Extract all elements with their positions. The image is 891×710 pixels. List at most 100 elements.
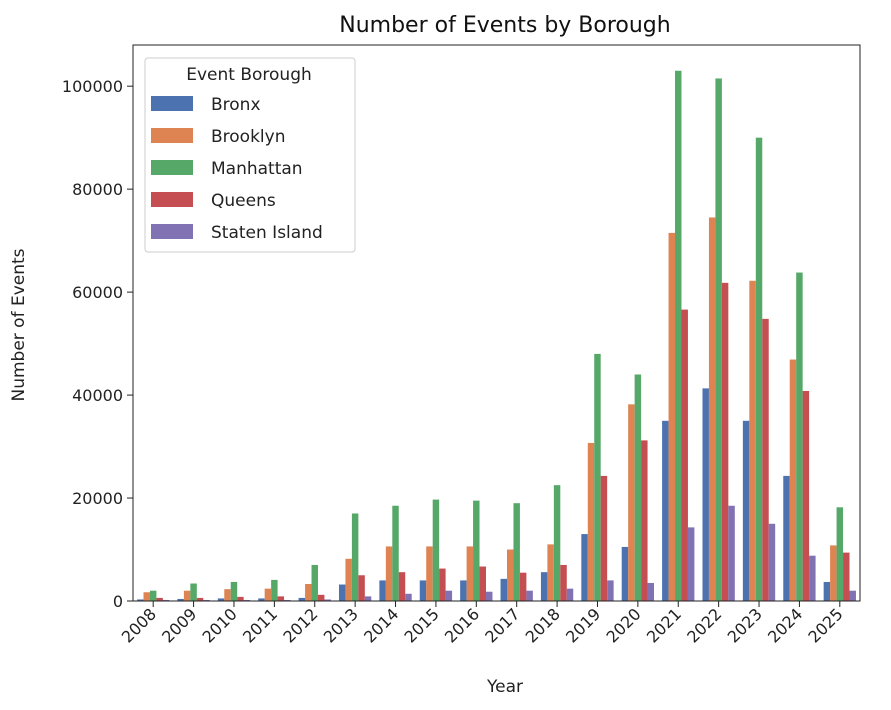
bar-manhattan-2022: [715, 78, 722, 601]
bar-brooklyn-2013: [345, 558, 352, 601]
bar-brooklyn-2021: [668, 232, 676, 601]
bar-manhattan-2010: [230, 581, 238, 601]
bar-bronx-2009: [177, 598, 184, 601]
bar-queens-2009: [196, 597, 204, 601]
x-tick-label: 2025: [804, 604, 846, 646]
x-tick-label: 2012: [279, 604, 321, 646]
legend-swatch-queens: [151, 192, 193, 207]
y-tick-label: 60000: [72, 283, 123, 302]
y-tick-label: 100000: [62, 77, 123, 96]
bar-bronx-2015: [419, 580, 427, 601]
bar-staten-island-2017: [526, 590, 533, 601]
bar-staten-island-2020: [647, 582, 655, 601]
bar-brooklyn-2017: [507, 549, 514, 601]
bars-group: [137, 70, 856, 602]
x-tick-label: 2013: [320, 604, 362, 646]
bar-staten-island-2016: [486, 591, 493, 601]
y-tick-label: 20000: [72, 489, 123, 508]
bar-bronx-2020: [621, 546, 629, 601]
bar-bronx-2012: [298, 597, 306, 601]
bar-staten-island-2025: [849, 590, 856, 601]
x-tick-label: 2015: [401, 604, 443, 646]
legend-label-bronx: Bronx: [211, 95, 261, 115]
bar-staten-island-2024: [809, 555, 816, 601]
bar-bronx-2014: [379, 580, 386, 601]
bar-manhattan-2016: [473, 500, 480, 601]
y-axis-ticks: 0 20000 40000 60000 80000 100000: [62, 77, 133, 611]
bar-staten-island-2018: [566, 588, 574, 601]
bar-staten-island-2022: [728, 505, 735, 601]
legend: Event Borough Bronx Brooklyn Manhattan Quee…: [144, 57, 356, 253]
x-tick-label: 2008: [118, 604, 160, 646]
x-tick-label: 2021: [643, 604, 685, 646]
bar-bronx-2013: [338, 584, 346, 601]
bar-bronx-2017: [500, 578, 507, 601]
bar-bronx-2025: [823, 581, 831, 601]
bar-manhattan-2009: [190, 583, 197, 601]
bar-manhattan-2013: [351, 513, 359, 601]
bar-queens-2010: [237, 596, 244, 601]
x-tick-label: 2016: [441, 604, 483, 646]
legend-label-staten-island: Staten Island: [211, 223, 323, 243]
bar-queens-2021: [681, 309, 688, 601]
y-tick-label: 40000: [72, 386, 123, 405]
bar-queens-2020: [641, 440, 648, 601]
bar-queens-2017: [519, 572, 527, 601]
bar-staten-island-2008: [162, 599, 170, 601]
x-tick-label: 2022: [683, 604, 725, 646]
x-tick-label: 2010: [199, 604, 241, 646]
bar-brooklyn-2012: [305, 584, 312, 601]
bar-brooklyn-2011: [264, 588, 272, 601]
x-axis-ticks: 2008200920102011201220132014201520162017…: [118, 601, 847, 647]
chart-title: Number of Events by Borough: [339, 13, 670, 38]
bar-manhattan-2014: [392, 505, 399, 601]
bar-staten-island-2010: [243, 599, 251, 601]
bar-brooklyn-2015: [426, 546, 433, 601]
legend-label-manhattan: Manhattan: [211, 159, 303, 179]
bar-queens-2011: [277, 596, 285, 601]
bar-staten-island-2023: [768, 523, 776, 601]
x-tick-label: 2009: [158, 604, 200, 646]
bar-staten-island-2014: [405, 593, 412, 601]
legend-swatch-manhattan: [151, 160, 193, 175]
bar-bronx-2021: [662, 420, 669, 601]
x-tick-label: 2019: [562, 604, 604, 646]
legend-label-brooklyn: Brooklyn: [211, 127, 285, 147]
bar-brooklyn-2018: [547, 544, 554, 601]
x-axis-label: Year: [486, 677, 523, 697]
x-tick-label: 2018: [522, 604, 564, 646]
bar-manhattan-2008: [149, 590, 157, 601]
legend-swatch-staten-island: [151, 224, 193, 239]
bar-staten-island-2013: [364, 596, 372, 601]
bar-manhattan-2012: [311, 564, 318, 601]
bar-staten-island-2021: [687, 527, 695, 601]
plot-frame: [132, 44, 861, 602]
bar-brooklyn-2016: [466, 546, 474, 601]
legend-label-queens: Queens: [211, 191, 276, 211]
bar-brooklyn-2020: [628, 404, 635, 601]
legend-swatch-bronx: [151, 96, 193, 111]
bar-brooklyn-2009: [183, 590, 191, 601]
x-tick-label: 2014: [360, 604, 402, 646]
bar-queens-2022: [721, 282, 729, 601]
bar-staten-island-2019: [607, 580, 614, 601]
bar-bronx-2019: [581, 534, 588, 601]
bar-queens-2019: [600, 475, 608, 601]
bar-queens-2024: [802, 390, 810, 601]
bar-manhattan-2025: [836, 507, 844, 601]
bar-manhattan-2024: [796, 272, 803, 601]
bar-brooklyn-2010: [224, 589, 231, 601]
legend-items: Bronx Brooklyn Manhattan Queens Staten Islan…: [151, 95, 323, 243]
x-tick-label: 2023: [724, 604, 766, 646]
legend-swatch-brooklyn: [151, 128, 193, 143]
bar-manhattan-2020: [634, 374, 642, 601]
bar-brooklyn-2019: [587, 442, 595, 601]
bar-brooklyn-2024: [789, 359, 797, 601]
bar-queens-2008: [156, 597, 163, 601]
bar-manhattan-2011: [271, 579, 278, 601]
bar-bronx-2010: [217, 598, 225, 601]
bar-manhattan-2021: [675, 70, 682, 602]
y-tick-label: 0: [113, 592, 123, 611]
bar-brooklyn-2014: [385, 546, 393, 601]
